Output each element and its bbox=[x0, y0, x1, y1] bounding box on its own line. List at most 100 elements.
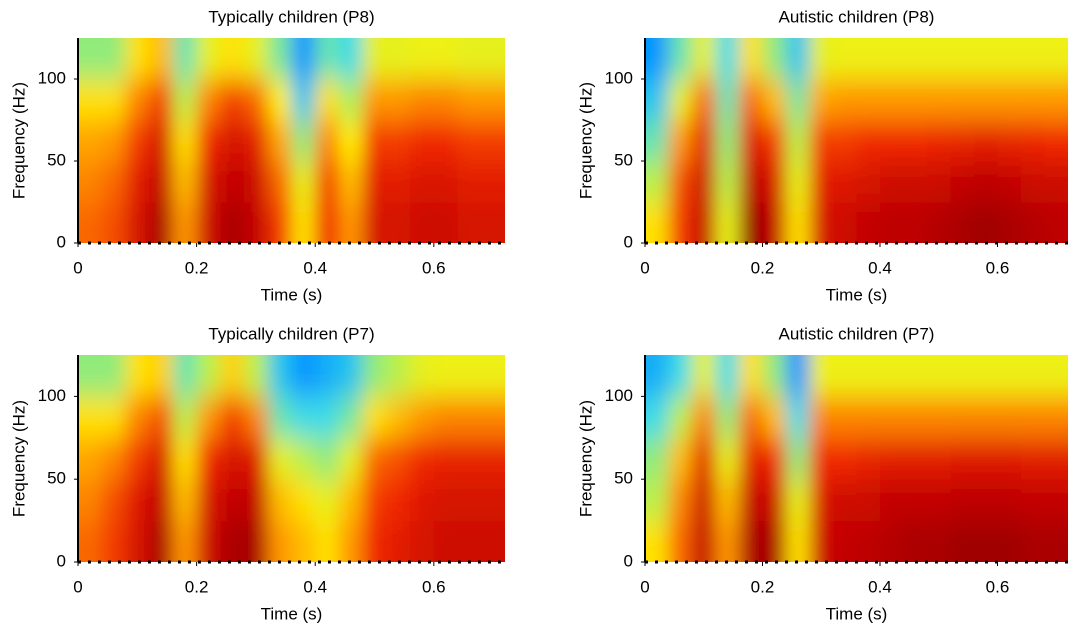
heatmap-cell bbox=[739, 396, 763, 439]
y-tick-label: 100 bbox=[605, 68, 633, 87]
y-tick-label: 100 bbox=[38, 386, 66, 405]
heatmap-cell bbox=[786, 161, 810, 203]
chart-title: Typically children (P7) bbox=[208, 324, 374, 343]
heatmap-cell bbox=[1021, 38, 1045, 80]
heatmap-cell bbox=[101, 355, 126, 397]
panel: 0 50 100 0 0.2 0.4 0.6 Autistic children (P8) Ti… bbox=[576, 7, 1068, 304]
x-tick-label: 0 bbox=[73, 258, 82, 277]
heatmap-cell bbox=[315, 120, 340, 162]
heatmap-cell bbox=[457, 161, 482, 203]
heatmap-cell bbox=[315, 38, 340, 80]
heatmap-cell bbox=[645, 120, 669, 162]
y-axis-label: Frequency (Hz) bbox=[576, 82, 595, 199]
heatmap-cell bbox=[267, 479, 292, 522]
heatmap-cell bbox=[338, 437, 364, 480]
heatmap-cell bbox=[974, 202, 998, 243]
heatmap-cell bbox=[291, 202, 316, 243]
heatmap-cell bbox=[481, 479, 505, 522]
heatmap-cell bbox=[927, 396, 951, 439]
chart-title: Typically children (P8) bbox=[208, 7, 374, 26]
heatmap-cell bbox=[78, 355, 103, 397]
heatmap-cell bbox=[125, 161, 150, 203]
heatmap-cell bbox=[196, 355, 221, 397]
heatmap-cell bbox=[903, 120, 928, 162]
chart-title: Autistic children (P7) bbox=[779, 324, 935, 343]
heatmap-cell bbox=[291, 437, 316, 480]
heatmap-cell bbox=[386, 396, 411, 439]
heatmap-cell bbox=[1044, 202, 1068, 243]
heatmap-cell bbox=[1021, 396, 1045, 439]
heatmap-cell bbox=[950, 161, 975, 203]
heatmap-cell bbox=[196, 79, 221, 121]
heatmap-cell bbox=[762, 355, 787, 397]
heatmap-cell bbox=[267, 202, 292, 243]
heatmap-cell bbox=[78, 520, 103, 562]
heatmap-cell bbox=[315, 161, 340, 203]
heatmap-cell bbox=[856, 38, 881, 80]
heatmap-cell bbox=[692, 161, 716, 203]
heatmap-cell bbox=[927, 520, 951, 562]
heatmap-cell bbox=[762, 161, 787, 203]
heatmap-cell bbox=[244, 520, 269, 562]
heatmap-cell bbox=[997, 396, 1022, 439]
heatmap-cell bbox=[220, 120, 245, 162]
heatmap-cell bbox=[645, 437, 669, 480]
heatmap-cell bbox=[715, 479, 740, 522]
heatmap-cell bbox=[338, 202, 364, 243]
heatmap-cell bbox=[386, 355, 411, 397]
heatmap-cell bbox=[833, 355, 857, 397]
y-tick-label: 50 bbox=[47, 150, 66, 169]
heatmap-cell bbox=[1021, 437, 1045, 480]
heatmap-cell bbox=[315, 520, 340, 562]
heatmap-cell bbox=[196, 437, 221, 480]
heatmap-cell bbox=[362, 479, 387, 522]
heatmap-cell bbox=[927, 161, 951, 203]
heatmap-cell bbox=[997, 437, 1022, 480]
heatmap-cell bbox=[362, 79, 387, 121]
heatmap-cell bbox=[172, 79, 198, 121]
heatmap-cell bbox=[739, 202, 763, 243]
heatmap-cell bbox=[739, 355, 763, 397]
heatmap-cell bbox=[410, 120, 435, 162]
heatmap-cell bbox=[833, 396, 857, 439]
heatmap-cell bbox=[410, 202, 435, 243]
y-tick-label: 0 bbox=[57, 551, 66, 570]
heatmap-cell bbox=[172, 120, 198, 162]
heatmap-cell bbox=[880, 38, 904, 80]
heatmap-cell bbox=[125, 437, 150, 480]
heatmap-cell bbox=[762, 437, 787, 480]
heatmap-cell bbox=[950, 396, 975, 439]
heatmap-cell bbox=[715, 437, 740, 480]
heatmap-cell bbox=[645, 38, 669, 80]
heatmap-cell bbox=[172, 479, 198, 522]
heatmap-cell bbox=[172, 437, 198, 480]
heatmap-cell bbox=[645, 202, 669, 243]
y-axis-label: Frequency (Hz) bbox=[9, 400, 28, 517]
heatmap-cell bbox=[903, 396, 928, 439]
heatmap-cell bbox=[410, 520, 435, 562]
heatmap-cell bbox=[101, 396, 126, 439]
heatmap-cell bbox=[78, 202, 103, 243]
heatmap-cell bbox=[833, 79, 857, 121]
heatmap-cell bbox=[880, 479, 904, 522]
heatmap-cell bbox=[101, 202, 126, 243]
heatmap-cell bbox=[78, 396, 103, 439]
heatmap-cell bbox=[974, 396, 998, 439]
heatmap-cell bbox=[762, 396, 787, 439]
heatmap-cell bbox=[244, 479, 269, 522]
heatmap-cell bbox=[172, 202, 198, 243]
heatmap-cell bbox=[362, 120, 387, 162]
heatmap-cell bbox=[668, 202, 693, 243]
heatmap-cell bbox=[786, 120, 810, 162]
heatmap-cell bbox=[101, 79, 126, 121]
heatmap-cell bbox=[457, 79, 482, 121]
x-tick-label: 0.2 bbox=[185, 258, 209, 277]
heatmap-cell bbox=[880, 79, 904, 121]
heatmap-cell bbox=[927, 479, 951, 522]
heatmap-cell bbox=[410, 79, 435, 121]
heatmap-cell bbox=[78, 479, 103, 522]
heatmap-cell bbox=[457, 355, 482, 397]
heatmap-cell bbox=[78, 437, 103, 480]
heatmap-cell bbox=[220, 520, 245, 562]
heatmap-cell bbox=[386, 520, 411, 562]
